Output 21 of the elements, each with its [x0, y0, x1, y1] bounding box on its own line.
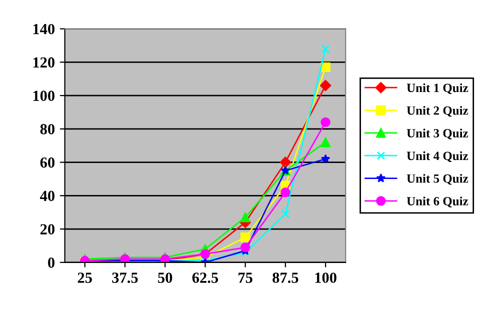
- x-tick-label: 75: [238, 272, 252, 283]
- y-tick-label: 0: [48, 258, 54, 268]
- x-tick-label: 37.5: [112, 272, 138, 283]
- y-tick-label: 40: [40, 190, 54, 202]
- legend-label: Unit 3 Quiz: [406, 128, 468, 140]
- y-tick-label: 60: [40, 157, 54, 168]
- x-tick-label: 25: [78, 272, 92, 283]
- legend-label: Unit 2 Quiz: [406, 106, 468, 117]
- y-tick-label: 80: [40, 124, 54, 134]
- legend-label: Unit 1 Quiz: [406, 83, 468, 94]
- legend-label: Unit 5 Quiz: [406, 174, 468, 185]
- x-tick-label: 50: [158, 272, 172, 283]
- y-tick-label: 140: [33, 24, 54, 34]
- x-tick-label: 100: [315, 272, 336, 283]
- y-tick-label: 20: [40, 224, 54, 234]
- y-tick-label: 120: [33, 57, 54, 68]
- legend-label: Unit 6 Quiz: [406, 196, 468, 208]
- x-tick-label: 87.5: [272, 272, 298, 283]
- x-tick-label: 62.5: [192, 272, 218, 283]
- legend-label: Unit 4 Quiz: [406, 151, 468, 162]
- y-tick-label: 100: [33, 90, 54, 101]
